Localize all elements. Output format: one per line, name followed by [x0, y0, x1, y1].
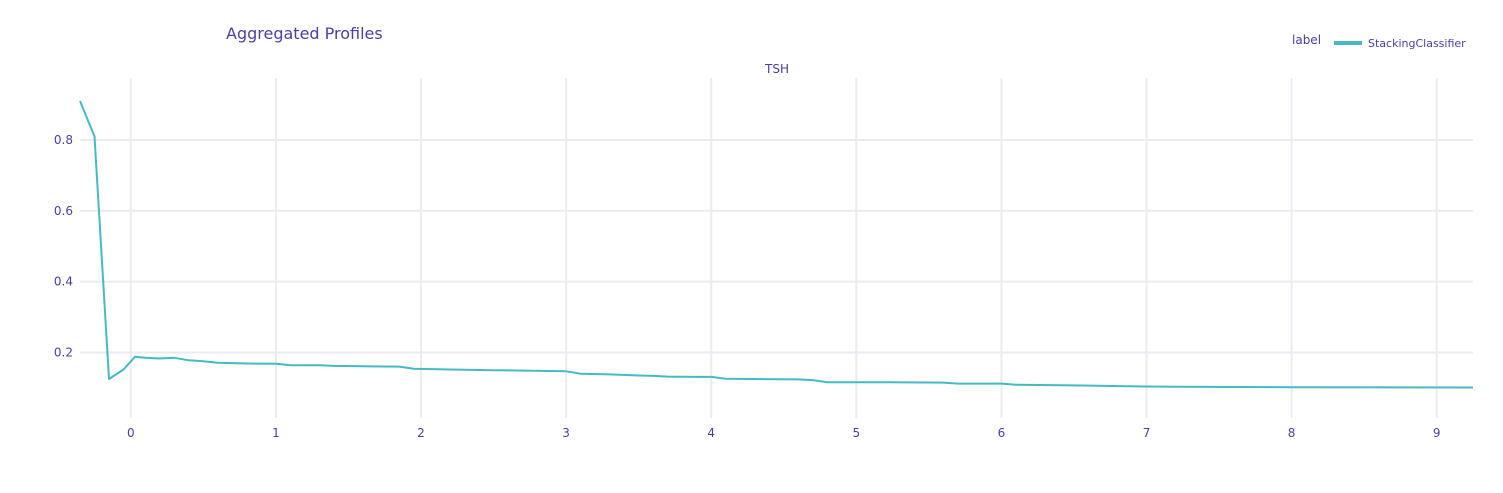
- series-layer: [79, 100, 1474, 389]
- tick-layer: 0 1 2 3 4 5 6 7 8 9 0.2 0.4 0.6 0.8: [54, 133, 1441, 440]
- x-tick-label: 1: [272, 426, 280, 440]
- y-tick-label: 0.2: [54, 345, 73, 359]
- x-tick-label: 0: [127, 426, 135, 440]
- x-tick-label: 4: [707, 426, 715, 440]
- chart-title: Aggregated Profiles: [226, 24, 383, 43]
- legend[interactable]: label StackingClassifier: [1292, 33, 1466, 50]
- x-tick-label: 2: [417, 426, 425, 440]
- subplot-title: TSH: [764, 62, 789, 76]
- x-tick-label: 6: [998, 426, 1006, 440]
- y-tick-label: 0.6: [54, 204, 73, 218]
- series-line-0[interactable]: [79, 100, 1474, 389]
- x-tick-label: 3: [562, 426, 570, 440]
- y-tick-label: 0.4: [54, 275, 73, 289]
- legend-title: label: [1292, 33, 1321, 47]
- x-tick-label: 8: [1288, 426, 1296, 440]
- x-tick-label: 9: [1433, 426, 1441, 440]
- legend-item-label[interactable]: StackingClassifier: [1368, 37, 1466, 50]
- x-tick-label: 7: [1143, 426, 1151, 440]
- y-tick-label: 0.8: [54, 133, 73, 147]
- grid-layer: [80, 78, 1473, 418]
- x-tick-label: 5: [852, 426, 860, 440]
